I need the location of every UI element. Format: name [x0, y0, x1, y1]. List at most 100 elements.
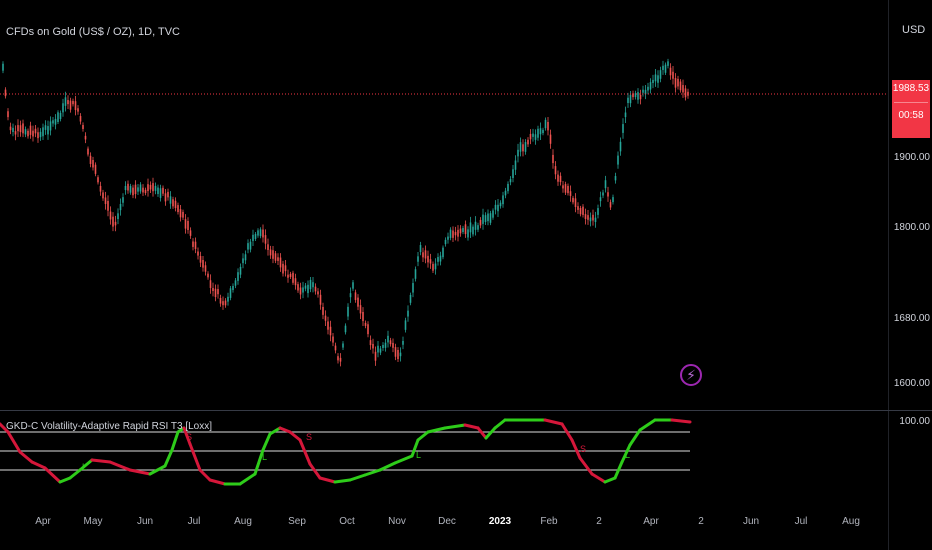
candle-body	[507, 183, 509, 192]
candle-body	[129, 186, 132, 193]
candle-body	[674, 78, 677, 88]
rsi-segment	[68, 468, 82, 480]
candle-body	[432, 263, 434, 271]
signal-short: S	[580, 444, 586, 454]
candle-body	[292, 272, 294, 283]
candle-body	[52, 120, 54, 124]
candle-body	[594, 217, 597, 223]
rsi-segment	[170, 430, 180, 452]
candle-body	[149, 184, 152, 190]
rsi-segment	[6, 430, 22, 454]
candle-body	[317, 291, 319, 295]
candle-body	[97, 177, 99, 183]
rsi-segment	[163, 448, 174, 468]
candle-body	[159, 188, 162, 198]
candle-body	[517, 149, 519, 157]
candle-body	[422, 252, 424, 258]
candle-body	[362, 311, 364, 322]
candle-body	[187, 220, 189, 231]
month-label: Jul	[794, 516, 808, 527]
panel-divider[interactable]	[0, 410, 932, 411]
month-label: Aug	[234, 516, 252, 527]
candle-body	[407, 310, 409, 317]
month-label: Jul	[187, 516, 201, 527]
candle-body	[399, 352, 402, 357]
candle-body	[164, 193, 167, 202]
candle-body	[72, 100, 74, 105]
signal-long: L	[416, 450, 421, 460]
candle-body	[157, 187, 159, 194]
candle-body	[452, 230, 454, 238]
candle-body	[312, 282, 314, 288]
rsi-segment	[670, 418, 692, 424]
candle-body	[377, 345, 379, 353]
candle-body	[502, 195, 504, 205]
candle-body	[107, 200, 109, 211]
rsi-segment	[560, 422, 574, 442]
candle-body	[549, 134, 552, 144]
rsi-segment	[476, 426, 488, 440]
candle-body	[402, 340, 404, 345]
signal-short: S	[306, 432, 312, 442]
indicator-title[interactable]: GKD-C Volatility-Adaptive Rapid RSI T3 […	[6, 421, 213, 432]
rsi-segment	[590, 472, 607, 484]
rsi-segment	[426, 426, 447, 434]
price-tick-1800: 1800.00	[893, 222, 930, 233]
candle-body	[659, 70, 662, 79]
candle-body	[622, 124, 624, 133]
candle-body	[197, 251, 199, 256]
candle-body	[39, 131, 42, 138]
candle-body	[322, 306, 324, 315]
candle-body	[254, 233, 257, 239]
candle-body	[172, 199, 174, 207]
rsi-segment	[416, 430, 430, 442]
lightning-icon[interactable]: ⚡	[680, 364, 702, 386]
candle-body	[202, 259, 204, 268]
candle-body	[92, 160, 94, 168]
candle-body	[354, 292, 357, 300]
candle-body	[439, 255, 442, 262]
rsi-segment	[188, 442, 202, 472]
signal-long: L	[262, 452, 267, 462]
candle-body	[644, 89, 647, 95]
candle-body	[559, 175, 562, 183]
candle-body	[499, 202, 502, 207]
currency-label[interactable]: USD	[902, 24, 926, 36]
candle-body	[234, 280, 237, 286]
month-label: Dec	[438, 516, 456, 527]
candle-body	[274, 253, 277, 261]
rsi-segment	[638, 418, 657, 432]
month-label: Apr	[643, 516, 659, 527]
signal-short: S	[186, 432, 192, 442]
candle-body	[127, 183, 129, 191]
candle-body	[12, 127, 14, 132]
candle-body	[119, 204, 122, 211]
candle-body	[217, 289, 219, 295]
candle-body	[682, 85, 684, 93]
candle-body	[144, 189, 147, 194]
candle-body	[272, 250, 274, 259]
candle-body	[642, 89, 644, 93]
candle-body	[174, 200, 177, 209]
candle-body	[599, 197, 602, 202]
candle-body	[297, 284, 299, 291]
symbol-title[interactable]: CFDs on Gold (US$ / OZ), 1D, TVC	[6, 26, 181, 38]
candle-body	[472, 226, 474, 235]
rsi-segment	[298, 438, 312, 466]
candle-body	[582, 206, 584, 215]
candle-body	[479, 219, 482, 226]
candle-body	[339, 357, 342, 362]
rsi-segment	[543, 418, 564, 426]
candle-body	[457, 229, 459, 237]
candle-body	[84, 135, 87, 140]
rsi-segment	[128, 468, 152, 476]
rsi-segment	[603, 476, 617, 484]
candle-body	[494, 204, 497, 210]
candle-body	[304, 285, 307, 289]
candle-body	[627, 97, 629, 104]
candle-body	[147, 184, 149, 192]
candle-body	[169, 196, 172, 204]
candle-body	[664, 64, 667, 73]
candle-body	[597, 208, 599, 215]
